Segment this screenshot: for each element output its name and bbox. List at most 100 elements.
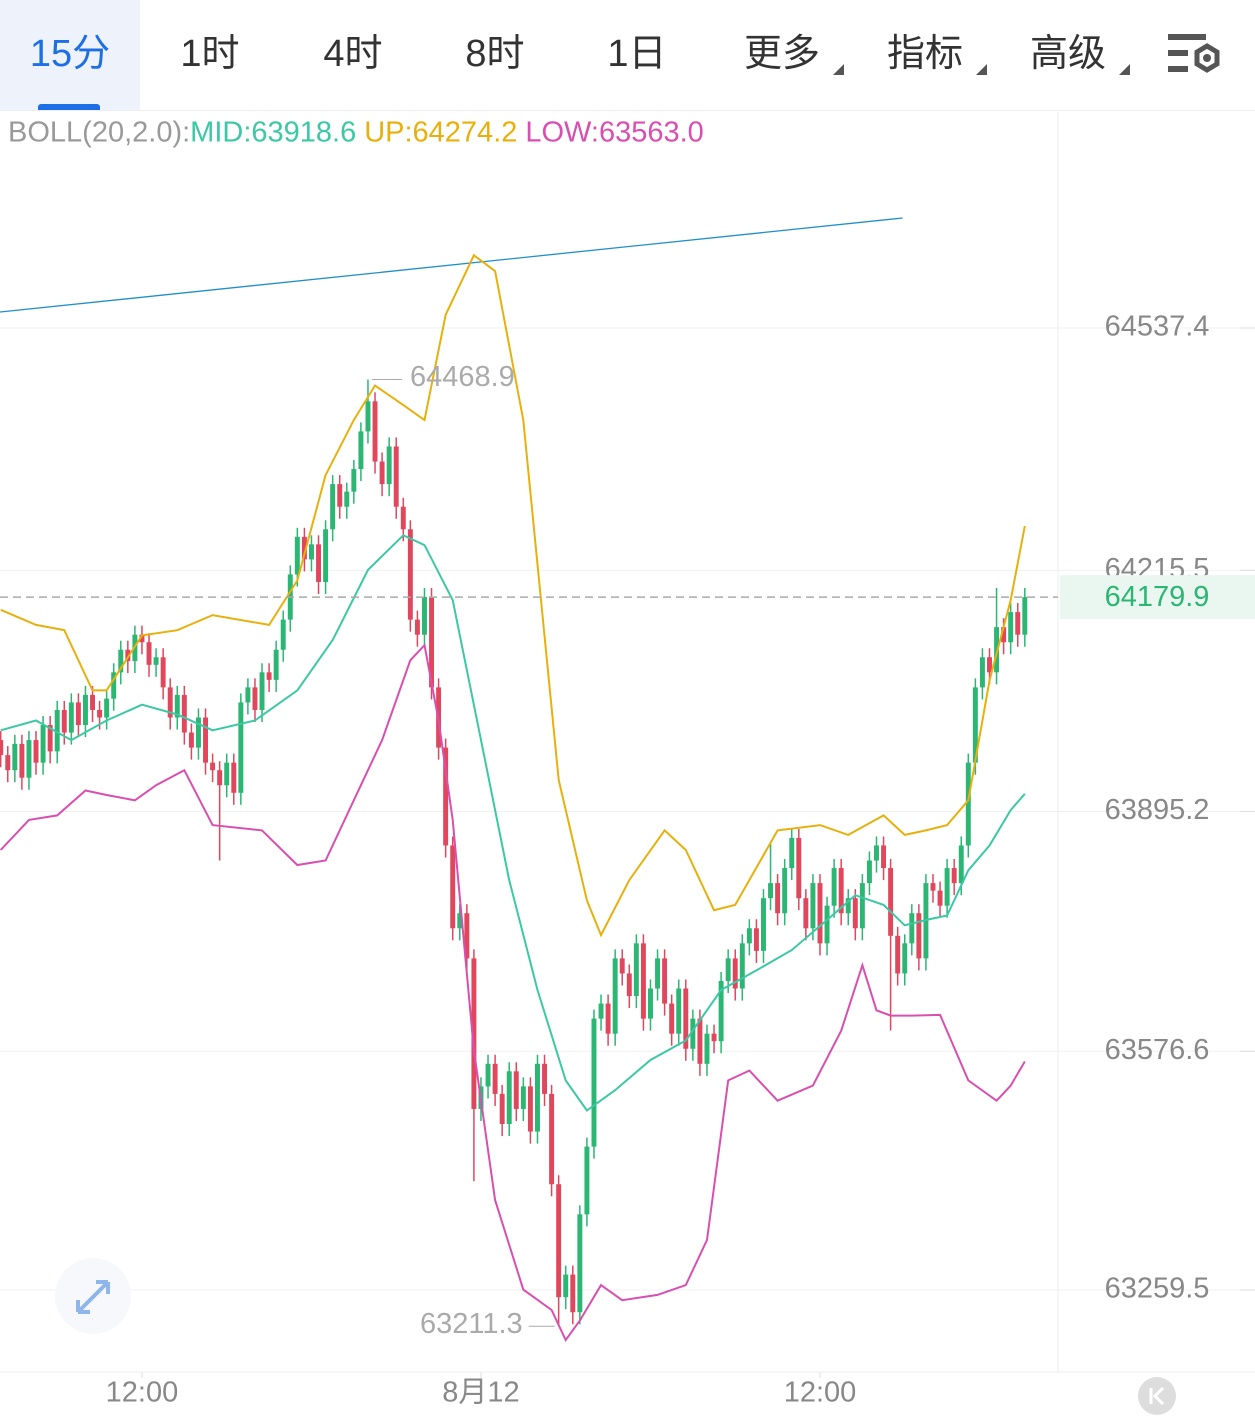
candle-body [111,672,117,699]
candle-body [407,529,413,620]
candle-body [457,913,463,929]
candle-body [1001,627,1007,643]
current-price-box [1060,575,1255,620]
candle-body [859,883,865,929]
candle-body [386,446,392,485]
candle-body [139,634,145,643]
y-tick-label: 63259.5 [1105,1273,1210,1305]
candle-body [210,762,216,771]
tab[interactable]: 15分 [0,0,140,110]
x-tick-label: 12:00 [106,1377,179,1409]
candle-body [26,740,32,778]
candle-body [902,943,908,974]
candle-body [520,1086,526,1109]
candle-body [75,702,81,726]
candle-body [655,958,661,989]
candle-body [316,544,322,582]
candle-body [845,898,851,914]
tab[interactable]: 高级 [1029,33,1106,75]
settings-icon[interactable] [1165,30,1225,80]
candle-body [1008,612,1014,643]
candle-body [238,702,244,793]
candle-body [612,958,618,1034]
candle-body [979,657,985,688]
tab[interactable]: 指标 [886,33,963,75]
candle-body [146,642,152,665]
y-tick-label: 64537.4 [1105,311,1210,343]
candle-body [888,868,894,936]
candle-body [676,988,682,1034]
candle-body [358,431,364,470]
dropdown-arrow [976,64,987,75]
y-tick-label: 63576.6 [1105,1034,1210,1066]
candle-body [301,536,307,560]
expand-button[interactable] [55,1258,131,1334]
candle-body [951,868,957,884]
candle-body [485,1063,491,1087]
candle-body [605,1003,611,1034]
candle-body [90,694,95,710]
scroll-latest-button[interactable] [1138,1377,1176,1415]
candle-body [563,1274,569,1298]
candle-body [782,868,788,914]
legend-value: 64274.2 [413,117,518,149]
candle-body [365,401,371,432]
candle-body [450,845,456,929]
candle-body [704,1033,710,1064]
tab[interactable]: 4时 [323,33,383,75]
candle-body [944,868,950,906]
timeframe-tabs: 15分 1时 4时 8时 1日 更多 指标 高级 [0,0,1255,111]
indicator-line [0,643,1026,1343]
legend-value: 63918.6 [251,117,356,149]
candle-body [570,1274,576,1313]
candle-body [104,698,110,718]
candle-body [711,1033,717,1042]
candle-body [987,657,992,673]
legend-name: UP: [364,117,412,149]
candle-body [852,898,858,929]
candle-body [591,1018,597,1147]
candle-body [492,1063,498,1094]
candle-body [245,687,251,703]
indicator-line [0,253,1026,938]
tab[interactable]: 更多 [743,33,820,75]
candle-body [54,709,60,752]
candle-body [683,988,689,1049]
candle-body [259,672,265,710]
candle-body [40,725,46,763]
tab[interactable]: 1日 [607,33,667,75]
trend-line [0,217,903,313]
candle-body [160,657,166,688]
candle-body [68,702,74,733]
legend-value: 63563.0 [599,117,704,149]
legend-name: LOW: [525,117,599,149]
candle-body [266,672,272,680]
candle-body [174,694,180,718]
candle-body [344,491,350,507]
candle-body [400,506,406,530]
candle-body [1022,597,1028,635]
indicator-name: BOLL(20,2.0): [8,117,190,149]
candle-body [372,401,378,462]
candle-body [626,973,632,997]
candle-body [429,597,435,688]
candle-body [690,1018,696,1049]
candle-body [464,913,470,959]
tab[interactable]: 8时 [465,33,525,75]
candle-body [965,762,971,846]
candle-body [47,725,53,752]
candle-body [252,687,258,710]
candle-body [203,717,208,763]
candle-body [937,890,943,906]
candle-body [761,898,766,951]
tab[interactable]: 1时 [180,33,240,75]
candle-body [866,860,872,884]
candle-body [125,649,131,662]
candle-body [633,943,639,997]
candle-body [619,958,625,974]
candle-body [499,1093,505,1125]
candle-body [753,928,759,951]
candle-body [414,619,420,635]
dropdown-arrow [1119,64,1130,75]
